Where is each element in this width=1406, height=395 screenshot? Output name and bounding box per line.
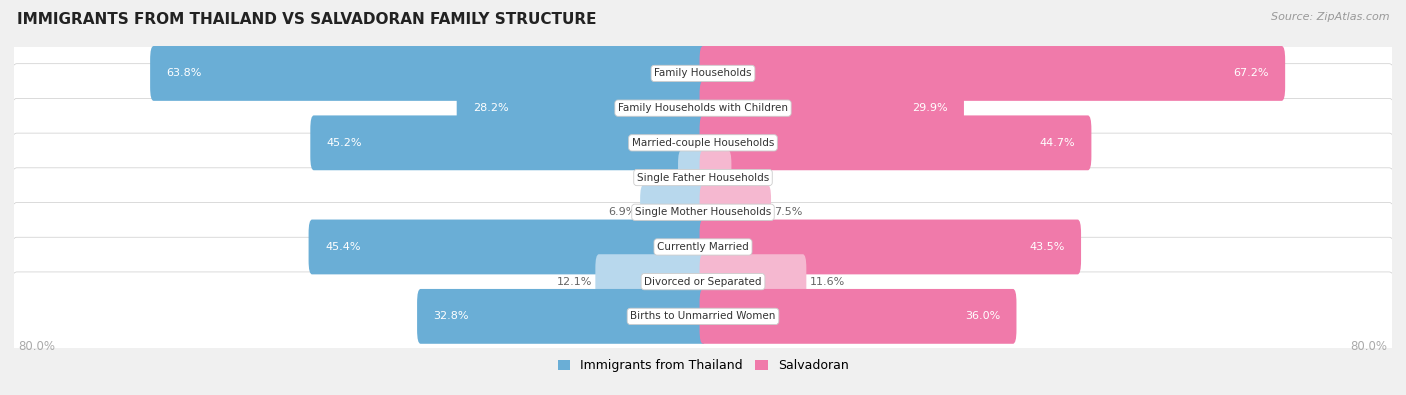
Text: 28.2%: 28.2%: [472, 103, 509, 113]
Text: 45.4%: 45.4%: [325, 242, 360, 252]
Text: 63.8%: 63.8%: [166, 68, 202, 79]
Text: 36.0%: 36.0%: [965, 311, 1000, 322]
FancyBboxPatch shape: [418, 289, 706, 344]
Text: 2.5%: 2.5%: [647, 173, 675, 182]
Legend: Immigrants from Thailand, Salvadoran: Immigrants from Thailand, Salvadoran: [553, 354, 853, 377]
Text: 43.5%: 43.5%: [1029, 242, 1064, 252]
FancyBboxPatch shape: [640, 185, 706, 240]
Text: 45.2%: 45.2%: [326, 138, 363, 148]
FancyBboxPatch shape: [700, 185, 770, 240]
Text: 32.8%: 32.8%: [433, 311, 470, 322]
FancyBboxPatch shape: [700, 46, 1285, 101]
FancyBboxPatch shape: [10, 237, 1396, 326]
Text: Births to Unmarried Women: Births to Unmarried Women: [630, 311, 776, 322]
FancyBboxPatch shape: [311, 115, 706, 170]
FancyBboxPatch shape: [700, 254, 807, 309]
Text: 7.5%: 7.5%: [775, 207, 803, 217]
Text: 6.9%: 6.9%: [609, 207, 637, 217]
FancyBboxPatch shape: [10, 29, 1396, 118]
Text: Source: ZipAtlas.com: Source: ZipAtlas.com: [1271, 12, 1389, 22]
Text: 80.0%: 80.0%: [18, 340, 55, 353]
FancyBboxPatch shape: [678, 150, 706, 205]
Text: 12.1%: 12.1%: [557, 276, 592, 287]
Text: Family Households with Children: Family Households with Children: [619, 103, 787, 113]
FancyBboxPatch shape: [10, 64, 1396, 152]
FancyBboxPatch shape: [457, 81, 706, 135]
FancyBboxPatch shape: [595, 254, 706, 309]
Text: 29.9%: 29.9%: [912, 103, 948, 113]
FancyBboxPatch shape: [10, 168, 1396, 257]
Text: Currently Married: Currently Married: [657, 242, 749, 252]
Text: Divorced or Separated: Divorced or Separated: [644, 276, 762, 287]
Text: 2.9%: 2.9%: [735, 173, 763, 182]
FancyBboxPatch shape: [700, 220, 1081, 275]
Text: Single Father Households: Single Father Households: [637, 173, 769, 182]
Text: 44.7%: 44.7%: [1039, 138, 1076, 148]
Text: Single Mother Households: Single Mother Households: [636, 207, 770, 217]
FancyBboxPatch shape: [10, 203, 1396, 292]
FancyBboxPatch shape: [10, 272, 1396, 361]
FancyBboxPatch shape: [700, 115, 1091, 170]
FancyBboxPatch shape: [10, 98, 1396, 187]
FancyBboxPatch shape: [700, 81, 965, 135]
Text: 67.2%: 67.2%: [1233, 68, 1268, 79]
FancyBboxPatch shape: [700, 289, 1017, 344]
Text: IMMIGRANTS FROM THAILAND VS SALVADORAN FAMILY STRUCTURE: IMMIGRANTS FROM THAILAND VS SALVADORAN F…: [17, 12, 596, 27]
FancyBboxPatch shape: [150, 46, 706, 101]
Text: Family Households: Family Households: [654, 68, 752, 79]
Text: 80.0%: 80.0%: [1351, 340, 1388, 353]
FancyBboxPatch shape: [10, 133, 1396, 222]
FancyBboxPatch shape: [308, 220, 706, 275]
Text: Married-couple Households: Married-couple Households: [631, 138, 775, 148]
FancyBboxPatch shape: [700, 150, 731, 205]
Text: 11.6%: 11.6%: [810, 276, 845, 287]
